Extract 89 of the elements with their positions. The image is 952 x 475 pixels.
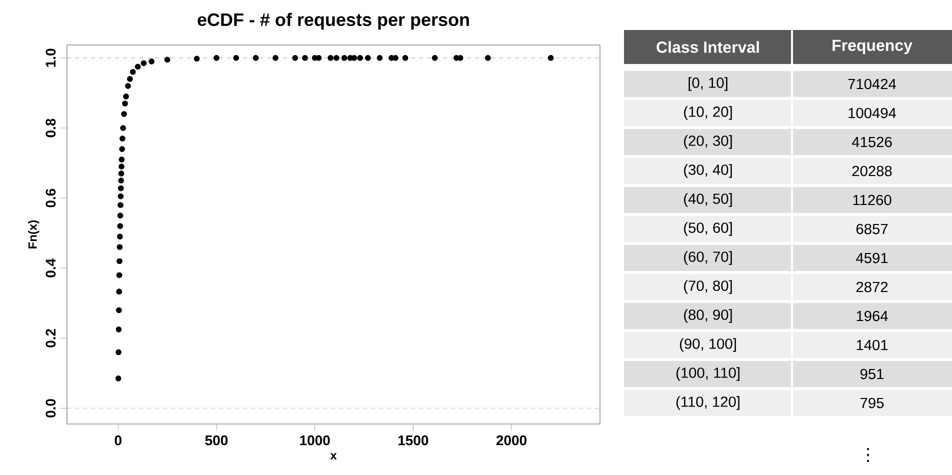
data-label: 1964 — [856, 310, 888, 322]
point — [334, 55, 340, 61]
x-tick-label: 1000 — [300, 435, 330, 446]
point — [127, 76, 133, 82]
point — [272, 55, 278, 61]
y-tick-label: 0.6 — [46, 188, 56, 208]
point — [484, 55, 491, 61]
y-tick-label: 0.2 — [46, 329, 56, 348]
data-label: 41526 — [852, 136, 892, 148]
point — [117, 223, 124, 230]
category-label: (20, 30] — [684, 135, 732, 149]
point — [233, 55, 240, 61]
x-tick-label: 1500 — [398, 435, 428, 446]
point — [122, 100, 128, 106]
y-tick-label: 1.0 — [46, 48, 56, 67]
point — [116, 272, 122, 278]
data-label: 951 — [860, 368, 884, 380]
category-label: (100, 110] — [676, 367, 740, 381]
point — [118, 170, 124, 176]
point — [120, 125, 126, 131]
category-label: (80, 90] — [684, 309, 732, 323]
point — [118, 185, 124, 192]
point — [115, 376, 122, 382]
data-label: 6857 — [856, 224, 888, 234]
y-tick-label: 0.8 — [46, 118, 56, 138]
point — [119, 146, 126, 152]
chart-title: eCDF - # of requests per person — [198, 12, 469, 30]
category-label: (110, 120] — [676, 396, 740, 410]
point — [121, 111, 127, 117]
point — [118, 202, 124, 208]
point — [148, 58, 155, 64]
data-label: 2872 — [856, 282, 888, 292]
point — [252, 55, 259, 61]
category-label: (40, 50] — [684, 193, 732, 207]
point — [118, 193, 124, 200]
category-label: (60, 70] — [684, 251, 732, 265]
y-tick-label: 0.0 — [46, 399, 56, 418]
point — [118, 178, 124, 184]
point — [130, 69, 136, 75]
point — [116, 326, 122, 332]
point — [164, 56, 170, 63]
point — [116, 288, 122, 295]
point — [302, 55, 308, 61]
data-label: 11260 — [853, 194, 892, 206]
point — [116, 244, 123, 250]
x-tick-label: 500 — [205, 435, 228, 446]
point — [432, 55, 438, 61]
point — [116, 258, 122, 264]
point — [341, 55, 348, 61]
point — [402, 55, 408, 61]
point — [364, 55, 371, 61]
point — [118, 164, 124, 170]
data-label: 710424 — [848, 78, 896, 90]
point — [214, 55, 220, 61]
point — [125, 83, 131, 89]
category-label: (30, 40] — [684, 164, 732, 178]
point — [118, 156, 125, 162]
point — [117, 212, 124, 219]
x-tick-label: 0 — [114, 435, 122, 446]
x-axis-title: x — [330, 453, 337, 460]
text: Class Interval — [656, 41, 759, 53]
point — [376, 55, 383, 61]
point — [194, 56, 200, 62]
data-label: 20288 — [852, 166, 892, 176]
point — [357, 55, 363, 61]
category-label: [0, 10] — [688, 77, 728, 91]
category-label: (70, 80] — [684, 280, 732, 294]
category-label: (50, 60] — [684, 222, 732, 236]
text: Frequency — [832, 40, 912, 54]
point — [116, 349, 122, 356]
y-tick-label: 0.4 — [46, 258, 56, 278]
data-label: 4591 — [856, 252, 888, 264]
category-label: (10, 20] — [684, 106, 732, 120]
point — [140, 60, 147, 66]
point — [292, 55, 298, 61]
y-axis-title: Fn(x) — [28, 220, 40, 248]
text: ⋮ — [867, 448, 869, 462]
point — [134, 64, 141, 70]
point — [116, 234, 123, 240]
category-label: (90, 100] — [680, 338, 736, 352]
data-label: 100494 — [848, 108, 896, 118]
point — [328, 55, 334, 61]
data-label: 1401 — [856, 340, 888, 350]
data-label: 795 — [860, 398, 884, 408]
point — [548, 55, 554, 61]
x-tick-label: 2000 — [496, 435, 526, 446]
point — [123, 94, 129, 100]
point — [120, 136, 126, 142]
point — [116, 307, 122, 314]
